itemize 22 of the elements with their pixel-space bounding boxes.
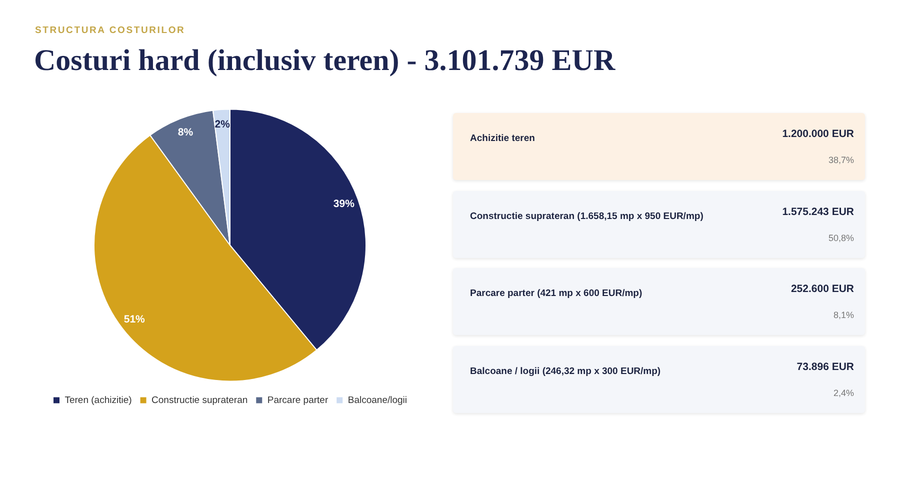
legend-label: Constructie suprateran bbox=[152, 394, 248, 406]
chart-title: Costuri hard (inclusiv teren) - 3.101.739 EUR bbox=[34, 44, 616, 78]
legend-label: Parcare parter bbox=[267, 394, 328, 406]
text: 50,8% bbox=[828, 232, 854, 243]
text: 2,4% bbox=[833, 388, 854, 398]
text: 8,1% bbox=[833, 310, 854, 320]
text: 1.575.243 EUR bbox=[782, 206, 854, 218]
legend-label: Teren (achizitie) bbox=[64, 394, 132, 406]
text: 1.200.000 EUR bbox=[782, 128, 854, 140]
data-label: 8% bbox=[178, 126, 194, 139]
data-label: 51% bbox=[124, 313, 146, 326]
text: 38,7% bbox=[828, 155, 854, 165]
text: 73.896 EUR bbox=[796, 361, 854, 374]
text: Achizitie teren bbox=[470, 133, 535, 144]
text: Constructie suprateran (1.658,15 mp x 950 EUR/mp) bbox=[470, 210, 704, 222]
data-label: 2% bbox=[214, 118, 231, 130]
chart-subtitle: STRUCTURA COSTURILOR bbox=[35, 25, 186, 36]
text: 252.600 EUR bbox=[790, 283, 854, 296]
text: Parcare parter (421 mp x 600 EUR/mp) bbox=[470, 288, 642, 300]
text: Balcoane / logii (246,32 mp x 300 EUR/mp) bbox=[470, 366, 661, 378]
legend-label: Balcoane/logii bbox=[348, 394, 408, 406]
data-label: 39% bbox=[333, 198, 356, 210]
